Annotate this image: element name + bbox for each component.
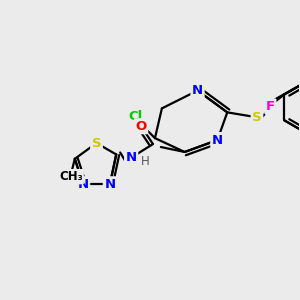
Text: O: O	[136, 120, 147, 133]
Text: CH₃: CH₃	[59, 170, 83, 183]
Text: S: S	[252, 111, 262, 124]
Text: N: N	[192, 84, 203, 97]
Text: F: F	[266, 100, 275, 113]
Text: Cl: Cl	[128, 110, 142, 123]
Text: H: H	[141, 155, 149, 168]
Text: N: N	[212, 134, 223, 147]
Text: N: N	[77, 178, 89, 191]
Text: N: N	[104, 178, 116, 191]
Text: N: N	[126, 152, 137, 164]
Text: S: S	[92, 136, 101, 150]
